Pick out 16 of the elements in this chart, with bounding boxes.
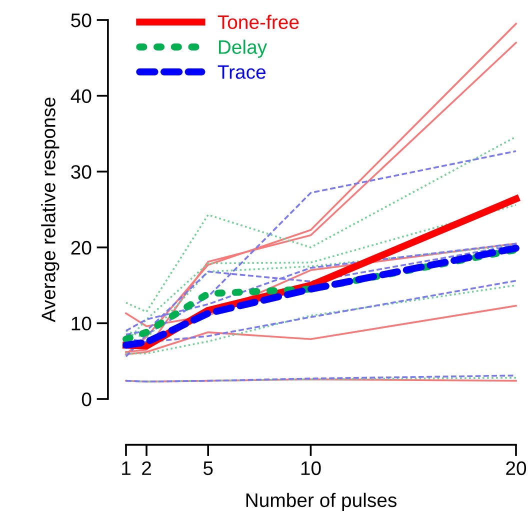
y-tick-label: 20 xyxy=(71,240,92,255)
y-tick-label: 30 xyxy=(71,165,92,179)
x-tick-label: 10 xyxy=(301,461,321,476)
x-tick-label: 5 xyxy=(203,462,213,476)
y-axis-title: Average relative response xyxy=(41,98,60,322)
x-tick-label: 1 xyxy=(122,462,130,475)
y-tick-label: 40 xyxy=(70,89,92,104)
legend-label: Tone-free xyxy=(218,14,299,30)
x-tick-label: 2 xyxy=(142,461,151,475)
y-tick-label: 0 xyxy=(82,392,92,406)
y-tick-label: 50 xyxy=(71,13,92,28)
x-axis-title: Number of pulses xyxy=(246,492,396,511)
y-tick-label: 10 xyxy=(72,316,92,330)
x-tick-label: 20 xyxy=(506,461,526,476)
legend-label: Trace xyxy=(218,65,266,79)
legend-label: Delay xyxy=(218,40,268,58)
